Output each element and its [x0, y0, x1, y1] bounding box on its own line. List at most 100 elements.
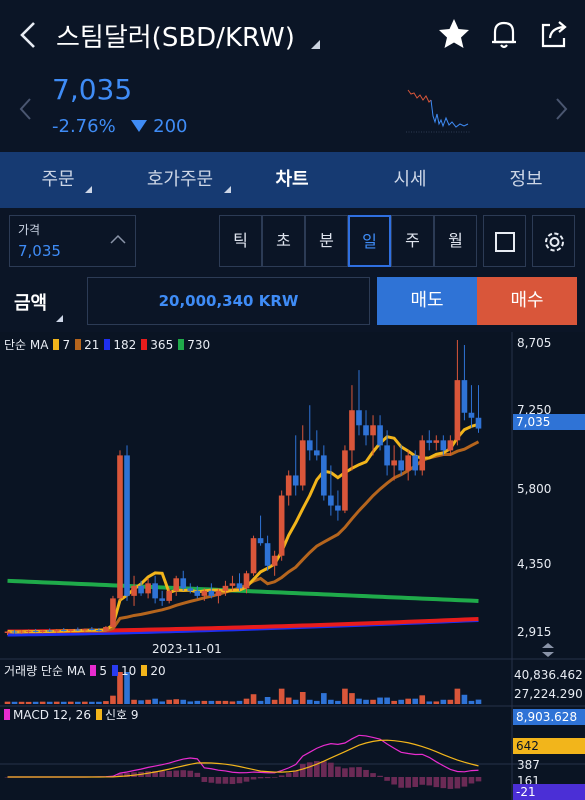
macd-histogram-bar — [257, 777, 264, 779]
tab-chart[interactable]: 차트 — [275, 169, 309, 190]
candle — [74, 629, 81, 631]
macd-histogram-bar — [405, 777, 412, 788]
candle — [110, 598, 116, 627]
macd-histogram-bar — [342, 768, 348, 777]
macd-current-tag: 642 — [513, 738, 585, 754]
volume-bar — [299, 692, 306, 704]
price-selector[interactable]: 가격 7,035 — [9, 215, 136, 267]
candle — [313, 450, 320, 456]
next-coin-icon[interactable] — [553, 96, 569, 122]
amount-input[interactable]: 20,000,340 KRW — [87, 277, 370, 325]
volume-bar — [264, 697, 271, 704]
volume-bar — [74, 701, 81, 704]
period-week-button[interactable]: 주 — [391, 215, 434, 267]
chart-canvas[interactable] — [0, 332, 585, 800]
macd-histogram-bar — [447, 777, 454, 789]
candle — [356, 410, 362, 426]
candle — [299, 440, 306, 486]
amount-dropdown-icon[interactable] — [56, 315, 63, 322]
volume-bar — [46, 701, 53, 704]
volume-bar — [145, 699, 151, 704]
macd-histogram-bar — [201, 777, 208, 782]
candle — [46, 630, 53, 632]
macd-histogram-bar — [187, 770, 194, 777]
ma-legend-label: 단순 MA — [4, 338, 49, 352]
volume-bar — [412, 698, 419, 704]
back-arrow-icon[interactable] — [14, 18, 44, 52]
chart-controls: 가격 7,035 틱 초 분 일 주 월 — [0, 208, 585, 270]
chart-settings-button[interactable] — [532, 215, 575, 267]
volume-bar — [201, 700, 208, 704]
candle — [391, 460, 397, 466]
period-month-button[interactable]: 월 — [434, 215, 477, 267]
candle — [67, 629, 74, 631]
volume-bar — [306, 699, 313, 704]
volume-bar — [447, 699, 454, 704]
chart-style-button[interactable] — [483, 215, 526, 267]
volume-bar — [405, 698, 412, 704]
macd-histogram-bar — [194, 772, 201, 777]
previous-coin-icon[interactable] — [18, 96, 34, 122]
macd-histogram-bar — [454, 777, 461, 789]
star-icon[interactable] — [436, 16, 472, 52]
title-dropdown-icon[interactable] — [311, 40, 320, 49]
macd-histogram-bar — [349, 767, 355, 777]
resize-panel-icon[interactable] — [538, 642, 558, 658]
period-minute-button[interactable]: 분 — [305, 215, 348, 267]
volume-bar — [475, 699, 482, 704]
tab-order[interactable]: 주문 — [20, 152, 96, 208]
volume-bar — [96, 701, 102, 704]
app-header: 스팀달러(SBD/KRW) — [0, 0, 585, 70]
volume-bar — [335, 700, 341, 704]
page-title[interactable]: 스팀달러(SBD/KRW) — [56, 23, 295, 53]
volume-bar — [468, 700, 475, 704]
macd-swatch — [4, 709, 10, 720]
candle — [419, 440, 426, 471]
ma182-swatch — [104, 339, 111, 350]
macd-histogram-bar — [292, 770, 299, 777]
sell-button[interactable]: 매도 — [377, 277, 477, 325]
candle — [328, 495, 334, 506]
macd-histogram-bar — [461, 777, 468, 787]
price-change: -2.76% 200 — [52, 116, 188, 137]
candle — [180, 578, 187, 589]
buy-button[interactable]: 매수 — [477, 277, 577, 325]
bell-icon[interactable] — [486, 16, 522, 52]
amount-label[interactable]: 금액 — [14, 293, 48, 314]
candle — [166, 590, 173, 601]
macd-histogram-bar — [299, 764, 306, 777]
tab-info[interactable]: 정보 — [509, 169, 543, 190]
macd-histogram-bar — [391, 777, 397, 785]
vol-ma10-label: 10 — [121, 664, 137, 678]
volume-bar — [321, 693, 327, 704]
macd-histogram-bar — [117, 773, 123, 777]
volume-bar — [103, 701, 109, 704]
ma7-swatch — [53, 339, 60, 350]
volume-bar — [131, 699, 137, 704]
candle — [25, 630, 32, 632]
tab-market-price[interactable]: 시세 — [393, 169, 427, 190]
volume-bar — [419, 695, 426, 704]
period-second-button[interactable]: 초 — [262, 215, 305, 267]
macd-panel — [4, 734, 482, 789]
macd-histogram-bar — [243, 777, 250, 782]
macd-histogram-bar — [152, 771, 158, 777]
candle — [145, 583, 151, 594]
price-chart[interactable]: 단순 MA 7 21 182 365 730 8,705 7,250 7,035 5,80… — [0, 332, 585, 800]
period-tick-button[interactable]: 틱 — [219, 215, 262, 267]
tab-orderbook[interactable]: 호가주문 — [125, 152, 235, 208]
tab-order-dropdown-icon — [85, 186, 92, 193]
ma7-label: 7 — [62, 338, 71, 352]
date-axis-label: 2023-11-01 — [152, 642, 222, 656]
volume-bar — [138, 700, 144, 704]
candle — [159, 598, 165, 601]
volume-bar — [67, 701, 74, 704]
volume-legend-label: 거래량 단순 MA — [4, 664, 86, 678]
candle — [89, 628, 95, 630]
volume-bar — [356, 698, 362, 704]
macd-histogram-bar — [475, 777, 482, 782]
period-day-button[interactable]: 일 — [348, 215, 391, 267]
candle — [257, 538, 264, 544]
order-row: 금액 20,000,340 KRW 매도 매수 — [0, 270, 585, 332]
share-icon[interactable] — [536, 16, 572, 52]
